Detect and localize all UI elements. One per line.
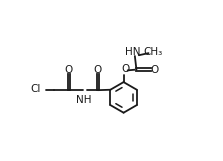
Text: O: O bbox=[121, 64, 129, 74]
Text: O: O bbox=[94, 65, 102, 75]
Text: NH: NH bbox=[76, 95, 91, 105]
Text: O: O bbox=[150, 65, 159, 75]
Text: HN: HN bbox=[125, 47, 140, 57]
Text: CH₃: CH₃ bbox=[144, 47, 163, 57]
Text: Cl: Cl bbox=[30, 84, 41, 94]
Text: O: O bbox=[65, 65, 73, 75]
